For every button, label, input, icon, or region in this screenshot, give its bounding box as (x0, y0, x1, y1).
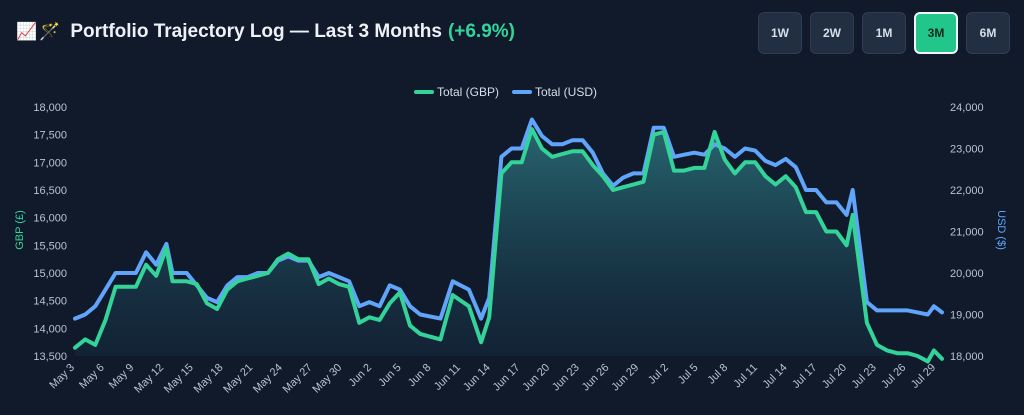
x-tick-28: Jul 26 (879, 362, 908, 391)
y-right-tick-2: 20,000 (950, 268, 984, 280)
series-line-usd[interactable] (73, 117, 944, 321)
legend-label-gbp[interactable]: Total (GBP) (437, 85, 499, 99)
x-tick-5: May 18 (192, 362, 226, 396)
y-left-tick-2: 14,500 (33, 296, 67, 308)
x-tick-7: May 24 (251, 362, 285, 396)
x-tick-18: Jun 26 (580, 362, 612, 394)
range-1w-button[interactable]: 1W (758, 12, 802, 54)
x-tick-22: Jul 8 (705, 362, 730, 387)
y-right-tick-1: 19,000 (950, 310, 984, 322)
y-right-tick-0: 18,000 (950, 351, 984, 363)
range-selector: 1W 2W 1M 3M 6M (758, 12, 1010, 54)
y-left-tick-1: 14,000 (33, 323, 67, 335)
x-tick-6: May 21 (221, 362, 255, 396)
y-axis-right: 18,000 19,000 20,000 21,000 22,000 23,000 24,0… (950, 102, 984, 363)
x-tick-8: May 27 (281, 362, 315, 396)
x-tick-12: Jun 8 (406, 362, 434, 390)
y-right-tick-5: 23,000 (950, 144, 984, 156)
y-axis-left: 13,500 14,000 14,500 15,000 15,500 16,000 16,5… (33, 102, 67, 363)
y-left-tick-9: 18,000 (33, 102, 67, 114)
x-tick-10: Jun 2 (347, 362, 375, 390)
range-3m-button[interactable]: 3M (914, 12, 958, 54)
range-1m-button[interactable]: 1M (862, 12, 906, 54)
y-left-tick-7: 17,000 (33, 157, 67, 169)
page-title: Portfolio Trajectory Log — Last 3 Months… (70, 21, 515, 43)
chart-legend: Total (GBP) Total (USD) (414, 85, 597, 99)
x-tick-13: Jun 11 (432, 362, 463, 393)
x-tick-29: Jul 29 (909, 362, 938, 391)
x-tick-21: Jul 5 (676, 362, 701, 387)
series-line-gbp[interactable] (73, 127, 944, 364)
x-tick-26: Jul 20 (820, 362, 849, 391)
x-tick-23: Jul 11 (731, 362, 760, 391)
y-left-tick-0: 13,500 (33, 351, 67, 363)
x-tick-17: Jun 23 (550, 362, 582, 394)
x-tick-4: May 15 (162, 362, 196, 396)
y-left-tick-5: 16,000 (33, 213, 67, 225)
y-axis-right-title: USD ($) (995, 210, 1007, 250)
x-tick-14: Jun 14 (461, 362, 493, 394)
x-tick-9: May 30 (310, 362, 344, 396)
x-tick-27: Jul 23 (850, 362, 879, 391)
x-tick-19: Jun 29 (609, 362, 641, 394)
range-2w-button[interactable]: 2W (810, 12, 854, 54)
series-group (73, 117, 944, 364)
y-left-tick-6: 16,500 (33, 185, 67, 197)
gbp-area-fill (75, 129, 942, 362)
x-tick-3: May 12 (132, 362, 166, 396)
chart-up-icon: 📈🪄 (16, 22, 63, 41)
y-left-tick-4: 15,500 (33, 240, 67, 252)
y-left-tick-8: 17,500 (33, 130, 67, 142)
y-right-tick-4: 22,000 (950, 185, 984, 197)
x-tick-25: Jul 17 (790, 362, 819, 391)
legend-label-usd[interactable]: Total (USD) (535, 85, 597, 99)
x-tick-15: Jun 17 (491, 362, 523, 394)
y-left-tick-3: 15,000 (33, 268, 67, 280)
y-axis-left-title: GBP (£) (14, 210, 26, 250)
x-tick-24: Jul 14 (760, 362, 789, 391)
y-right-tick-3: 21,000 (950, 227, 984, 239)
x-tick-0: May 3 (47, 362, 77, 392)
title-text: Portfolio Trajectory Log — Last 3 Months (70, 21, 442, 42)
header: 📈🪄 Portfolio Trajectory Log — Last 3 Mon… (16, 12, 515, 52)
x-tick-1: May 6 (77, 362, 107, 392)
range-6m-button[interactable]: 6M (966, 12, 1010, 54)
y-right-tick-6: 24,000 (950, 102, 984, 114)
x-tick-16: Jun 20 (520, 362, 552, 394)
x-tick-11: Jun 5 (376, 362, 404, 390)
gain-badge: (+6.9%) (447, 21, 515, 42)
x-tick-20: Jul 2 (646, 362, 671, 387)
